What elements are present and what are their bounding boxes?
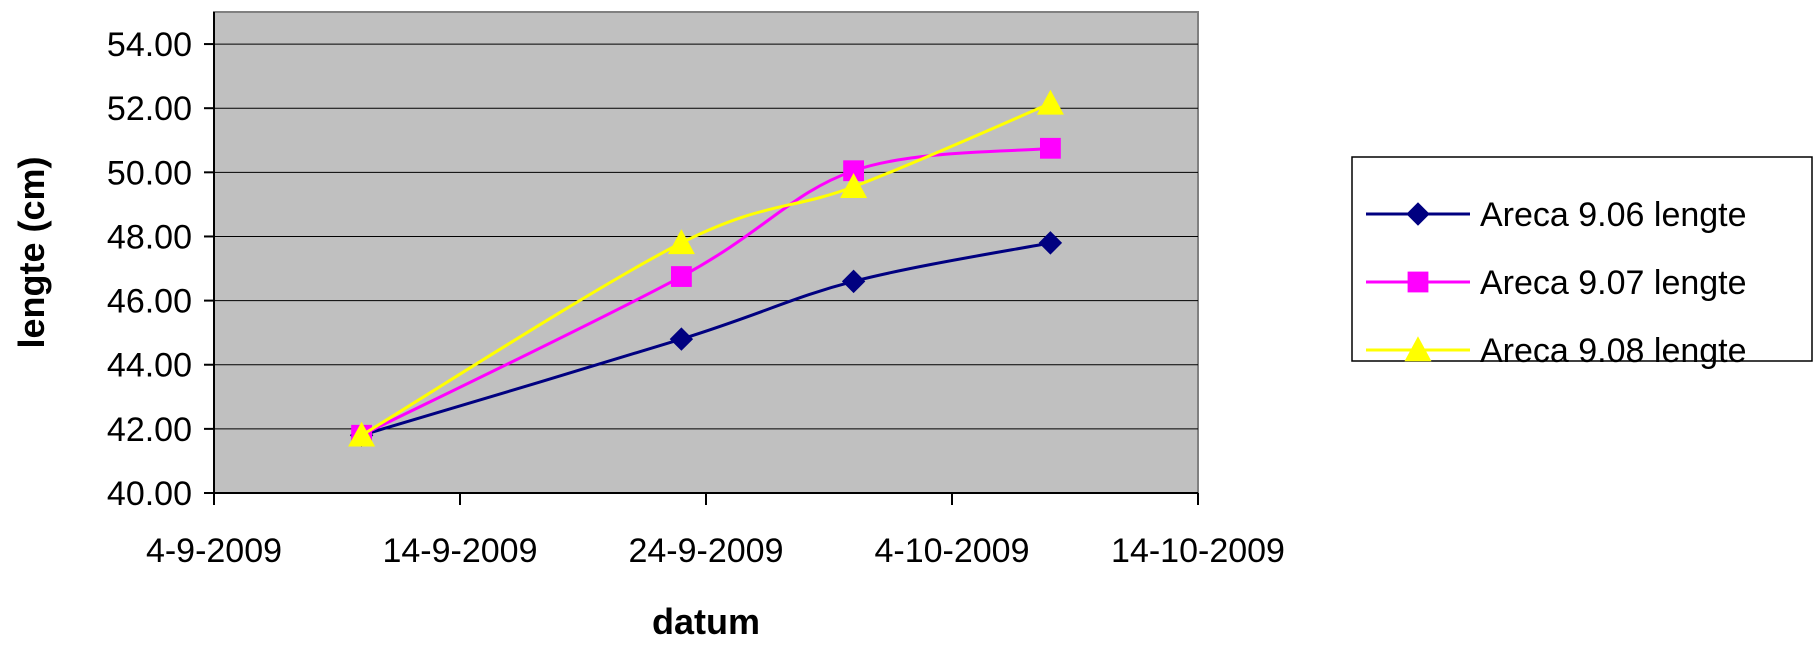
data-point [840, 173, 868, 199]
data-point [841, 269, 866, 294]
x-tick-label: 4-10-2009 [874, 532, 1029, 570]
data-point [1038, 231, 1063, 255]
series-line [361, 241, 1051, 437]
data-point [348, 421, 376, 447]
legend-item: Areca 9.07 lengte [1366, 264, 1747, 302]
data-point [669, 327, 694, 351]
y-axis-title: lengte (cm) [11, 156, 52, 348]
x-axis-title: datum [652, 601, 760, 642]
y-tick-label: 52.00 [107, 90, 192, 128]
series-line [360, 146, 1051, 437]
series [349, 231, 1063, 447]
y-tick-label: 48.00 [107, 218, 192, 256]
data-point [671, 266, 692, 287]
legend-item: Areca 9.08 lengte [1366, 332, 1747, 370]
axes: 40.00 42.00 44.00 46.00 48.00 50.00 52.00 54.00… [107, 12, 1285, 570]
y-tick-label: 40.00 [107, 475, 192, 513]
y-tick-label: 44.00 [107, 347, 192, 385]
legend-label: Areca 9.08 lengte [1480, 332, 1747, 370]
legend-box [1351, 156, 1813, 362]
y-tick-label: 50.00 [107, 154, 192, 192]
series [348, 89, 1064, 447]
legend-label: Areca 9.07 lengte [1480, 264, 1747, 302]
plot-area [213, 11, 1199, 494]
data-point [1040, 137, 1061, 159]
y-tick-label: 54.00 [107, 26, 192, 64]
x-tick-label: 14-9-2009 [382, 532, 537, 570]
data-point [1406, 202, 1430, 226]
x-tick-label: 14-10-2009 [1111, 532, 1285, 570]
legend-label: Areca 9.06 lengte [1480, 196, 1747, 234]
data-point [667, 229, 695, 255]
series-line [360, 102, 1051, 437]
data-point [1407, 271, 1429, 293]
legend-item: Areca 9.06 lengte [1366, 196, 1747, 234]
data-point [1404, 336, 1432, 362]
x-tick-label: 4-9-2009 [146, 532, 282, 570]
x-tick-label: 24-9-2009 [628, 532, 783, 570]
data-point [1036, 89, 1064, 115]
y-tick-label: 46.00 [107, 283, 192, 321]
y-tick-label: 42.00 [107, 411, 192, 449]
legend: Areca 9.06 lengte Areca 9.07 lengte Areca … [1351, 156, 1813, 370]
series-layer [348, 89, 1064, 447]
